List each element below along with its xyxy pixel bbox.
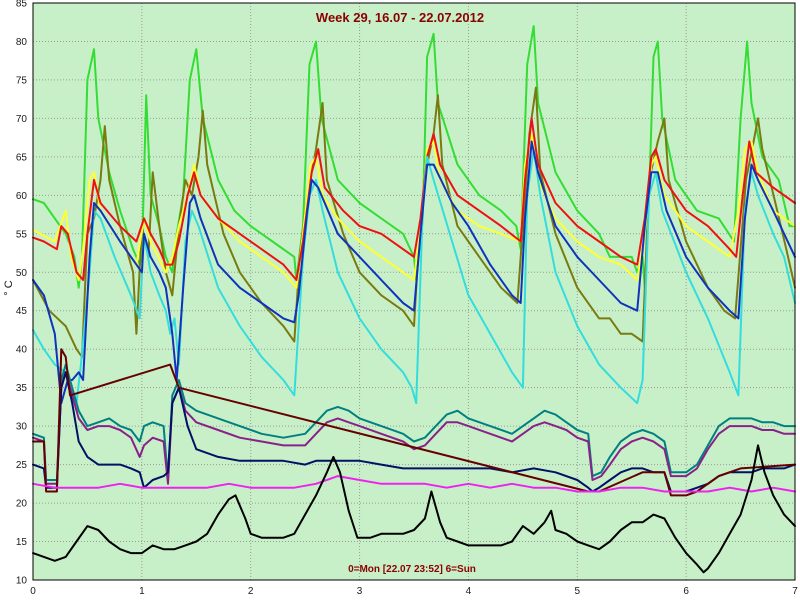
- x-tick-label: 2: [248, 586, 254, 597]
- y-tick-label: 15: [16, 537, 28, 548]
- series-line-5: [32, 148, 796, 405]
- plot-area: [32, 2, 796, 581]
- y-tick-label: 75: [16, 75, 28, 86]
- y-tick-label: 30: [16, 422, 28, 433]
- y-tick-label: 70: [16, 114, 28, 125]
- y-tick-label: 55: [16, 229, 28, 240]
- plot-background: [33, 3, 795, 580]
- y-tick-label: 40: [16, 345, 28, 356]
- x-tick-label: 1: [139, 586, 145, 597]
- series-line-11: [32, 475, 796, 493]
- series-line-8: [32, 371, 796, 485]
- series-layer: [32, 25, 796, 574]
- x-tick-label: 0: [30, 586, 36, 597]
- x-tick-label: 4: [466, 586, 472, 597]
- y-axis-label: ° C: [3, 280, 15, 295]
- x-tick-label: 6: [683, 586, 689, 597]
- y-tick-label: 20: [16, 499, 28, 510]
- x-tick-label: 7: [792, 586, 798, 597]
- x-tick-label: 5: [575, 586, 581, 597]
- y-tick-label: 10: [16, 576, 28, 587]
- series-line-6: [32, 140, 796, 405]
- y-tick-label: 45: [16, 306, 28, 317]
- y-tick-label: 65: [16, 152, 28, 163]
- y-axis-ticks: 10 15 20 25 30 35 40 45 50 55 60 65 70 75 80 85: [16, 0, 28, 587]
- y-tick-label: 50: [16, 268, 28, 279]
- series-line-12: [32, 444, 796, 574]
- series-line-2: [32, 86, 796, 358]
- y-tick-label: 35: [16, 383, 28, 394]
- plot-border: [32, 2, 796, 581]
- series-line-7: [32, 363, 796, 481]
- y-tick-label: 60: [16, 191, 28, 202]
- x-axis-ticks: 0 1 2 3 4 5 6 7: [30, 586, 798, 597]
- series-line-4: [32, 117, 796, 281]
- x-tick-label: 3: [357, 586, 363, 597]
- series-line-3: [32, 132, 796, 289]
- y-tick-label: 80: [16, 37, 28, 48]
- day-legend-note: 0=Mon [22.07 23:52] 6=Sun: [348, 564, 476, 575]
- chart-title: Week 29, 16.07 - 22.07.2012: [316, 10, 484, 25]
- y-tick-label: 85: [16, 0, 28, 10]
- y-tick-label: 25: [16, 460, 28, 471]
